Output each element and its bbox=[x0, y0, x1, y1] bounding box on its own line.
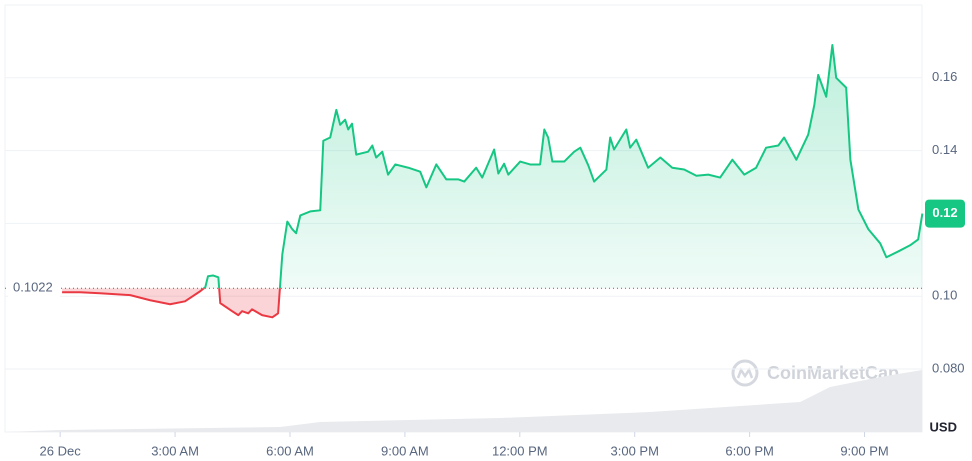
price-badge bbox=[925, 199, 965, 228]
area-up bbox=[203, 45, 923, 289]
x-tick-label: 6:00 PM bbox=[725, 443, 773, 458]
x-tick-label: 26 Dec bbox=[40, 443, 82, 458]
y-tick-label: 0.10 bbox=[932, 288, 957, 303]
price-line-down bbox=[62, 288, 281, 319]
y-tick-label: 0.14 bbox=[932, 142, 957, 157]
y-tick-label: 0.080 bbox=[932, 360, 965, 375]
baseline-label-bg bbox=[8, 279, 60, 298]
x-tick-label: 12:00 PM bbox=[492, 443, 548, 458]
price-badge-label: 0.12 bbox=[932, 205, 957, 220]
area-down bbox=[62, 288, 923, 318]
watermark: CoinMarketCap bbox=[731, 359, 899, 387]
x-tick-label: 9:00 AM bbox=[381, 443, 429, 458]
x-tick-label: 3:00 PM bbox=[611, 443, 659, 458]
watermark-text: CoinMarketCap bbox=[767, 363, 899, 383]
y-tick-label: 0.16 bbox=[932, 69, 957, 84]
x-tick-label: 6:00 AM bbox=[266, 443, 314, 458]
price-line-up bbox=[202, 44, 924, 289]
currency-label: USD bbox=[930, 419, 957, 434]
x-tick-label: 9:00 PM bbox=[840, 443, 888, 458]
baseline-label: 0.1022 bbox=[13, 280, 53, 295]
volume-area bbox=[5, 370, 923, 432]
x-tick-label: 3:00 AM bbox=[151, 443, 199, 458]
